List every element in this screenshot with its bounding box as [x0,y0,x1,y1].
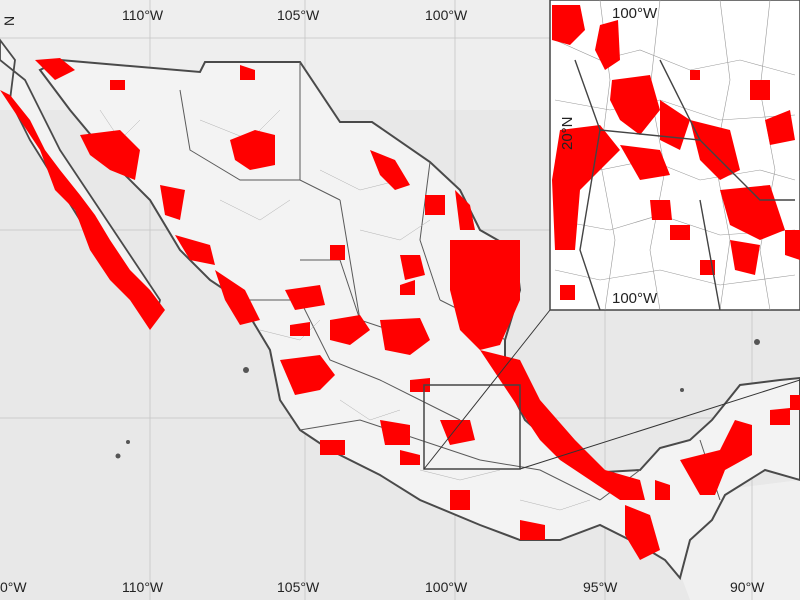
lon-label-bottom-95: 95°W [583,579,618,595]
lon-label-bottom-105: 105°W [277,579,320,595]
lon-label-bottom-115: 0°W [0,579,27,595]
lon-label-bottom-90: 90°W [730,579,765,595]
lon-label-bottom-110: 110°W [122,579,164,595]
inset-lat-label: 20°N [559,116,576,150]
islands [115,339,760,459]
lon-label-top-100: 100°W [425,7,468,23]
inset-lon-top-label: 100°W [612,5,658,22]
zoom-connector-top [423,309,551,470]
municipality-borders [99,109,591,511]
lon-label-bottom-100: 100°W [425,579,468,595]
zoom-extent-box [423,384,521,470]
state-borders [179,62,721,501]
inset-highlighted-municipalities [552,5,800,300]
lat-label-left: N [1,16,17,26]
lon-label-top-110: 110°W [122,7,164,23]
lon-label-top-105: 105°W [277,7,320,23]
inset-lon-bottom-label: 100°W [612,290,658,307]
zoom-connector-right [519,379,800,470]
inset-state-borders [574,59,795,311]
baja-california [0,38,161,322]
highlighted-municipalities [0,58,800,560]
inset-panel: 100°W 100°W 20°N [549,0,800,311]
